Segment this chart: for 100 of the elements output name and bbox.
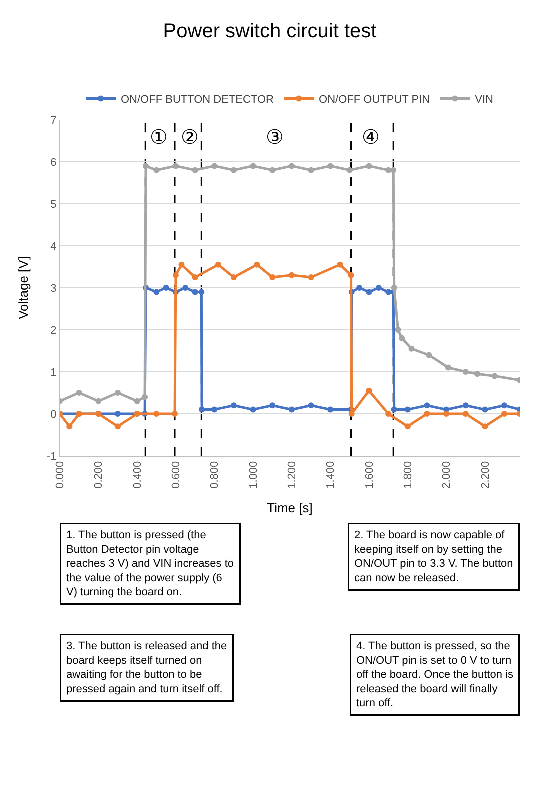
point [376,285,382,291]
text: 3. The button is released and the board keeps itself turned on awaiting for the button to be pressed again and turn itself off. [66,640,228,696]
point [337,262,344,268]
y-tick-label: -1 [47,450,57,463]
point [212,163,218,170]
x-tick-label: 0.800 [209,461,222,489]
point [199,406,206,413]
x-tick-label: 0.400 [132,461,144,489]
point [182,285,189,291]
annotation: ② [181,125,199,149]
y-axis-title: Voltage [V] [16,256,31,320]
point [270,402,276,409]
point [399,335,406,342]
point [270,274,276,280]
x-tick-label: 1.600 [364,461,376,489]
point [328,163,334,170]
point [230,274,237,280]
point [254,262,260,268]
y-tick-label: 2 [50,324,57,337]
point [462,402,469,409]
y-tick-label: 0 [50,408,57,421]
text: 4. The button is pressed, so the ON/OUT pin is set to 0 V to turn off the board. Once the button is released the board will finally turn off. [356,640,514,710]
x-tick-label: 0.600 [170,461,183,489]
point [502,411,508,417]
point [308,167,314,174]
point [444,411,450,417]
chart-title: Power switch circuit test [163,20,378,43]
point [395,327,402,333]
point [143,163,150,170]
legend-label: VIN [475,94,494,106]
point [366,289,372,296]
point [250,406,256,413]
point [288,406,295,413]
point [308,402,314,409]
point [482,406,488,413]
point [308,274,314,280]
point [502,402,508,409]
point [250,163,256,170]
point [391,285,398,291]
point [270,167,276,174]
x-axis-title: Time [s] [267,500,313,516]
point [390,167,397,174]
text: 2. The board is now capable of keeping itself on by setting the ON/OUT pin to 3.3 V. The button can now be released. [354,530,514,584]
legend-label: ON/OFF OUTPUT PIN [319,94,430,106]
point [163,285,170,291]
line-series [60,163,520,404]
point [492,373,498,380]
x-tick-label: 1.000 [248,461,260,489]
y-tick-label: 3 [50,282,57,295]
point [96,398,102,404]
point [462,369,469,375]
point [230,402,237,409]
point [348,272,354,278]
point [66,424,73,430]
point [424,402,430,409]
x-tick-label: 1.800 [402,461,414,489]
x-tick-label: 1.200 [286,461,299,489]
point [114,424,121,430]
point [426,352,432,358]
point [172,411,178,417]
point [154,411,160,417]
text: 1. The button is pressed (the Button Detector pin voltage reaches 3 V) and VIN increases to the value of the power supply (6 V) turning the board on. [66,530,234,599]
y-tick-label: 6 [50,156,57,169]
point [198,289,205,296]
x-tick-label: 0.000 [54,461,67,489]
point [142,394,148,400]
y-tick-label: 4 [50,240,57,253]
point [346,167,353,174]
point [172,163,179,170]
x-tick-label: 2.200 [480,461,492,489]
point [178,262,185,268]
point [404,406,411,413]
point [366,163,372,170]
point [328,406,334,413]
annotation: ③ [266,125,284,149]
point [154,167,160,174]
x-tick-label: 0.200 [93,461,106,489]
point [114,390,121,396]
point [348,411,355,417]
point [215,262,222,268]
x-tick-label: 2.000 [441,461,454,489]
point [114,411,121,417]
point [212,406,218,413]
point [172,272,179,278]
point [192,167,198,174]
annotation: ④ [362,125,380,149]
point [474,371,480,378]
x-tick-label: 1.400 [325,461,338,489]
point [404,424,411,430]
point [366,388,372,394]
point [408,346,415,352]
point [288,272,295,278]
point [230,167,237,174]
point [482,424,488,430]
point [76,390,82,396]
point [391,406,398,413]
y-tick-label: 5 [50,198,57,211]
point [424,411,430,417]
point [462,411,469,417]
point [386,411,392,417]
